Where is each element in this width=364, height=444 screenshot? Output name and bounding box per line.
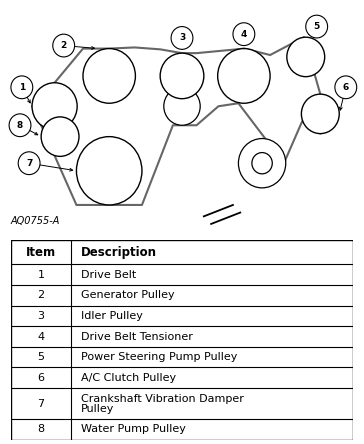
Circle shape [238,139,286,188]
Text: Crankshaft Vibration Damper: Crankshaft Vibration Damper [81,393,244,404]
Text: 5: 5 [37,352,44,362]
Text: Description: Description [81,246,157,258]
Text: 6: 6 [37,373,44,383]
Text: 8: 8 [37,424,44,434]
Circle shape [32,83,77,130]
Text: Generator Pulley: Generator Pulley [81,290,175,301]
Circle shape [171,27,193,49]
Text: Idler Pulley: Idler Pulley [81,311,143,321]
Circle shape [83,48,135,103]
Circle shape [301,94,339,134]
Text: Power Steering Pump Pulley: Power Steering Pump Pulley [81,352,237,362]
Text: 3: 3 [37,311,44,321]
Circle shape [164,87,200,125]
Text: 5: 5 [313,22,320,31]
Circle shape [287,37,325,77]
Text: 6: 6 [343,83,349,92]
Text: 3: 3 [179,33,185,43]
Circle shape [76,137,142,205]
Text: 2: 2 [37,290,44,301]
Circle shape [9,114,31,137]
Text: 7: 7 [26,159,32,168]
Circle shape [11,76,33,99]
Text: 8: 8 [17,121,23,130]
Circle shape [53,34,75,57]
Text: Drive Belt Tensioner: Drive Belt Tensioner [81,332,193,341]
Text: Item: Item [26,246,56,258]
Circle shape [160,53,204,99]
Text: 2: 2 [60,41,67,50]
Text: A/C Clutch Pulley: A/C Clutch Pulley [81,373,176,383]
Text: AQ0755-A: AQ0755-A [11,216,60,226]
Text: 4: 4 [37,332,44,341]
Circle shape [335,76,357,99]
Text: 4: 4 [241,30,247,39]
Text: Drive Belt: Drive Belt [81,270,136,280]
Circle shape [306,15,328,38]
Circle shape [18,152,40,174]
Text: Water Pump Pulley: Water Pump Pulley [81,424,186,434]
Text: 1: 1 [37,270,44,280]
Text: 7: 7 [37,399,44,408]
Text: 1: 1 [19,83,25,92]
Circle shape [218,48,270,103]
Text: Pulley: Pulley [81,404,114,413]
Circle shape [41,117,79,156]
Circle shape [233,23,255,46]
Circle shape [252,153,272,174]
